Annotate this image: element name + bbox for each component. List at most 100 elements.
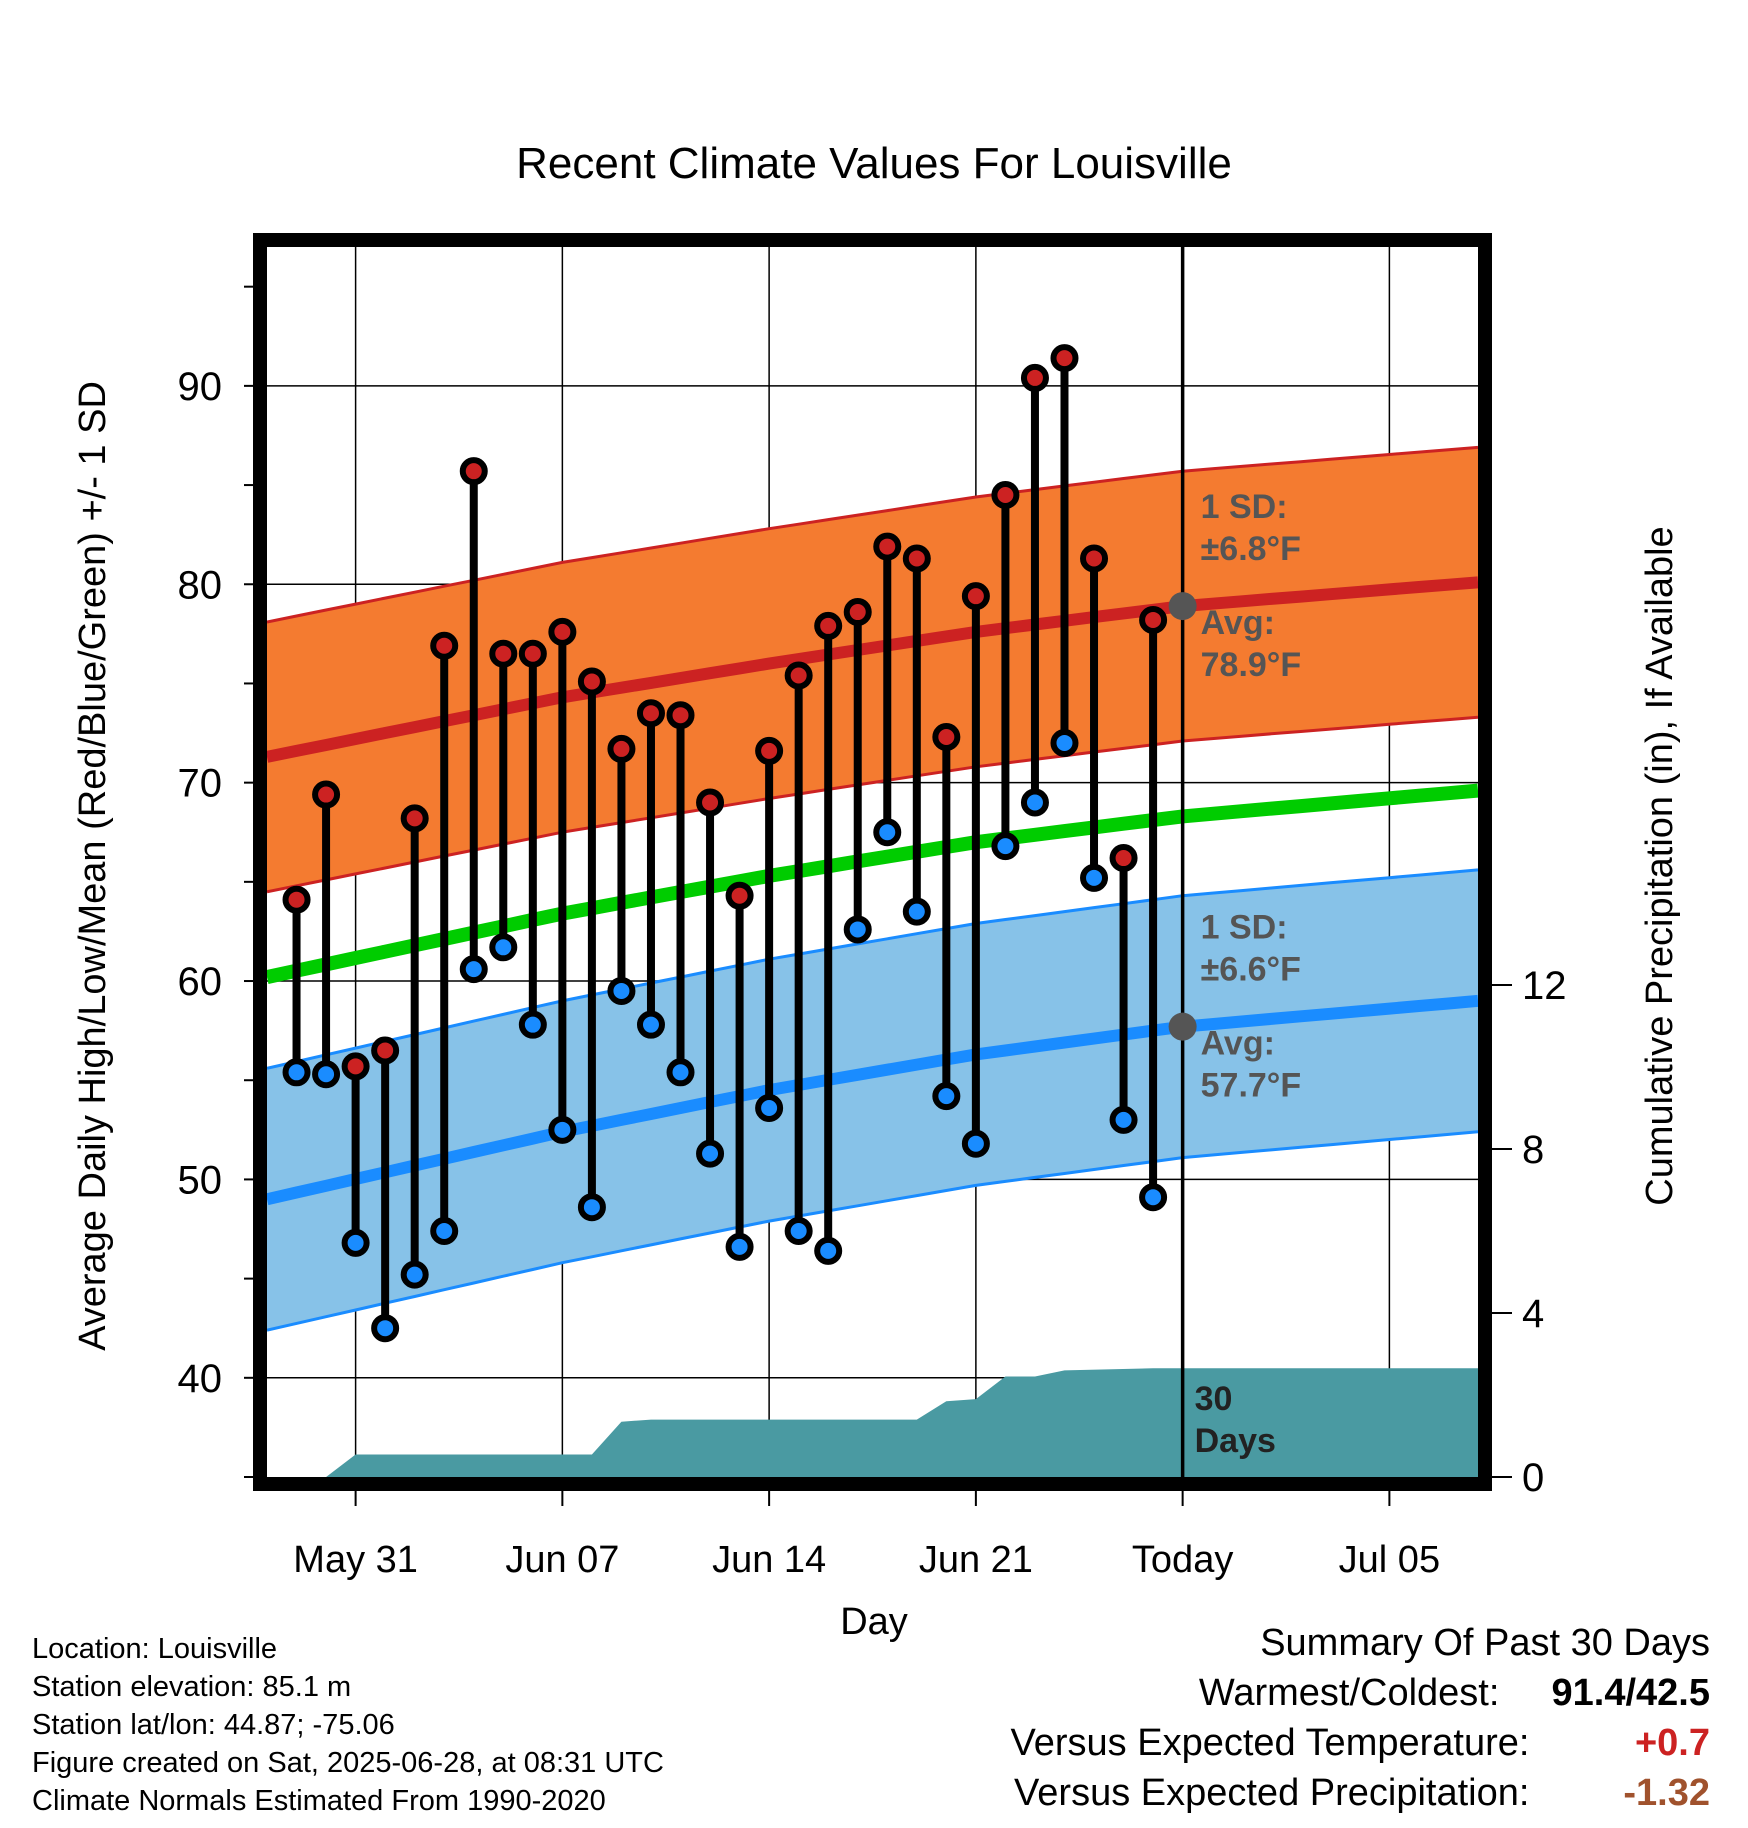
observed-high-point-28: [1080, 544, 1109, 573]
observed-low-point-6: [430, 1217, 459, 1245]
y2-tick-label-8: 8: [1522, 1128, 1544, 1172]
observed-low-point-9: [518, 1010, 547, 1039]
y-tick-label-90: 90: [178, 365, 223, 409]
summary-warm-cold-row: Warmest/Coldest: 91.4/42.5: [1011, 1668, 1710, 1718]
observed-low-point-21: [873, 818, 902, 847]
plot-area: [267, 247, 1478, 1477]
x-tick-label-jun-14: Jun 14: [712, 1539, 826, 1581]
observed-high-point-3: [341, 1052, 370, 1081]
observed-low-point-25: [991, 832, 1020, 861]
high-avg-value: 78.9°F: [1201, 646, 1302, 684]
observed-low-point-18: [784, 1217, 813, 1245]
observed-high-point-18: [784, 661, 813, 690]
chart-title: Recent Climate Values For Louisville: [516, 139, 1232, 188]
observed-low-point-4: [371, 1314, 400, 1343]
summary-precip-value: -1.32: [1623, 1772, 1710, 1814]
observed-low-point-23: [932, 1082, 961, 1111]
y-tick-label-70: 70: [178, 762, 223, 806]
info-latlon: Station lat/lon: 44.87; -75.06: [32, 1709, 395, 1741]
observed-low-point-2: [312, 1060, 341, 1089]
observed-low-point-8: [489, 933, 518, 962]
observed-high-point-19: [814, 611, 843, 640]
observed-high-point-5: [400, 804, 429, 833]
observed-high-point-12: [607, 734, 636, 763]
high-normal-band-lower-edge: [267, 715, 1478, 894]
observed-low-point-17: [755, 1094, 784, 1122]
y-tick-label-50: 50: [178, 1158, 223, 1202]
observed-low-point-16: [725, 1232, 754, 1261]
high-sd-label: 1 SD:: [1201, 488, 1288, 526]
observed-low-point-11: [577, 1193, 606, 1222]
observed-high-point-1: [282, 885, 311, 914]
low-avg-label: Avg:: [1201, 1025, 1275, 1063]
x-tick-label-jun-21: Jun 21: [919, 1539, 1033, 1581]
summary-precip-row: Versus Expected Precipitation: -1.32: [1011, 1768, 1710, 1818]
observed-high-point-25: [991, 480, 1020, 509]
info-location: Location: Louisville: [32, 1633, 278, 1665]
low-normal-band-lower-edge: [267, 1130, 1478, 1332]
cumulative-precip-area: [267, 1368, 1478, 1477]
y2-tick-label-12: 12: [1522, 964, 1567, 1008]
x-tick-label-jun-07: Jun 07: [505, 1539, 619, 1581]
observed-low-point-27: [1050, 728, 1079, 757]
observed-high-point-13: [636, 699, 665, 728]
info-elevation: Station elevation: 85.1 m: [32, 1671, 352, 1703]
low-normal-band: [267, 869, 1478, 1331]
observed-high-point-23: [932, 723, 961, 752]
low-sd-label: 1 SD:: [1201, 909, 1288, 947]
summary-precip-label: Versus Expected Precipitation:: [1014, 1772, 1530, 1814]
observed-high-point-8: [489, 639, 518, 668]
observed-high-point-7: [459, 457, 488, 486]
low-sd-value: ±6.6°F: [1201, 951, 1301, 989]
observed-high-point-11: [577, 667, 606, 696]
summary-temp-value: +0.7: [1634, 1722, 1710, 1764]
y2-axis-label: Cumulative Precipitation (in), If Availa…: [1639, 526, 1681, 1205]
high-normal-band-upper-edge: [267, 445, 1478, 624]
y2-tick-label-4: 4: [1522, 1292, 1544, 1336]
observed-low-point-14: [666, 1058, 695, 1087]
y-tick-label-40: 40: [178, 1357, 223, 1401]
high-normal-line: [267, 576, 1478, 763]
observed-high-point-6: [430, 631, 459, 660]
x-tick-label-today: Today: [1132, 1539, 1233, 1581]
y-tick-label-60: 60: [178, 960, 223, 1004]
observed-low-point-20: [843, 915, 872, 944]
observed-high-point-15: [696, 788, 725, 817]
observed-low-point-24: [961, 1129, 990, 1158]
y-axis-label: Average Daily High/Low/Mean (Red/Blue/Gr…: [72, 381, 114, 1351]
observed-low-point-26: [1020, 788, 1049, 817]
observed-high-point-2: [312, 780, 341, 809]
today-high-normal-marker: [1168, 592, 1197, 621]
x-axis-label: Day: [840, 1601, 908, 1643]
y-tick-label-80: 80: [178, 563, 223, 607]
observed-low-point-7: [459, 955, 488, 984]
x-tick-label-jul-05: Jul 05: [1339, 1539, 1440, 1581]
observed-low-point-30: [1139, 1183, 1168, 1212]
observed-low-point-15: [696, 1139, 725, 1168]
low-normal-line: [267, 994, 1478, 1206]
mean-normal-line: [267, 783, 1478, 984]
observed-low-point-19: [814, 1236, 843, 1265]
window-label-number: 30: [1195, 1380, 1233, 1418]
window-label-days: Days: [1195, 1422, 1276, 1460]
observed-low-point-22: [902, 897, 931, 926]
summary-panel: Summary Of Past 30 Days Warmest/Coldest:…: [1011, 1618, 1710, 1818]
station-info: Location: Louisville Station elevation: …: [32, 1630, 664, 1820]
low-normal-band-upper-edge: [267, 868, 1478, 1070]
observed-low-point-3: [341, 1228, 370, 1257]
observed-high-point-27: [1050, 344, 1079, 373]
summary-warm-cold-value: 91.4/42.5: [1551, 1672, 1710, 1714]
observed-high-point-30: [1139, 605, 1168, 634]
summary-temp-label: Versus Expected Temperature:: [1010, 1722, 1530, 1764]
observed-low-point-28: [1080, 863, 1109, 892]
observed-low-point-10: [548, 1115, 577, 1144]
observed-high-point-16: [725, 881, 754, 910]
summary-temp-row: Versus Expected Temperature: +0.7: [1011, 1718, 1710, 1768]
high-avg-label: Avg:: [1201, 604, 1275, 642]
observed-low-point-5: [400, 1260, 429, 1289]
observed-high-point-9: [518, 639, 547, 668]
summary-title: Summary Of Past 30 Days: [1260, 1622, 1710, 1664]
high-normal-band: [267, 447, 1478, 892]
high-sd-value: ±6.8°F: [1201, 530, 1301, 568]
